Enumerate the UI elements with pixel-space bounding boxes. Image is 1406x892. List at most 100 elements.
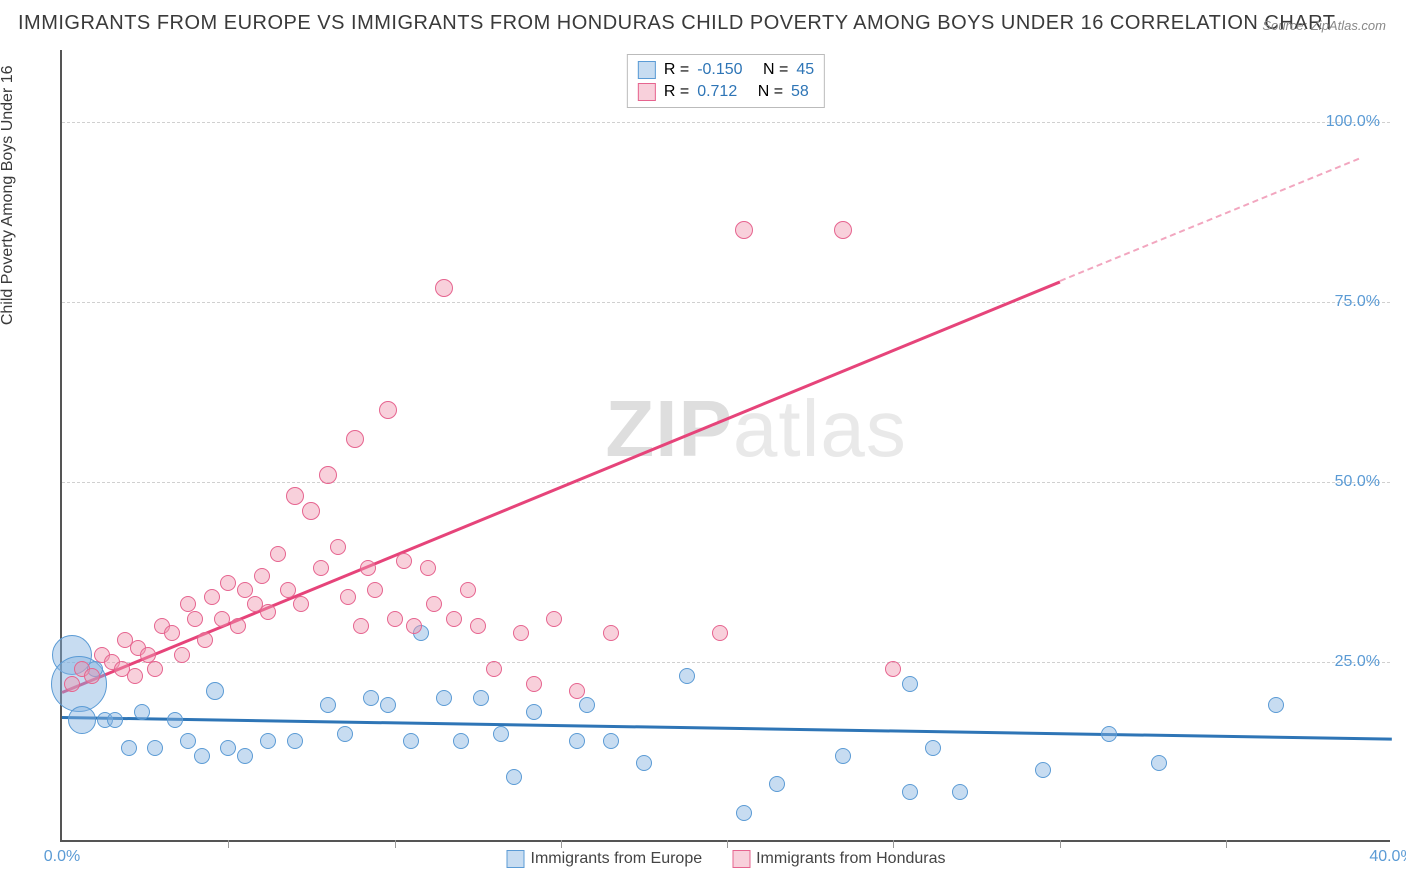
data-point xyxy=(636,755,652,771)
data-point xyxy=(902,676,918,692)
data-point xyxy=(260,733,276,749)
data-point xyxy=(270,546,286,562)
y-axis-label: Child Poverty Among Boys Under 16 xyxy=(0,65,17,325)
r-value-europe: -0.150 xyxy=(697,59,742,81)
data-point xyxy=(436,690,452,706)
r-value-honduras: 0.712 xyxy=(697,81,737,103)
data-point xyxy=(406,618,422,634)
data-point xyxy=(453,733,469,749)
data-point xyxy=(379,401,397,419)
data-point xyxy=(220,740,236,756)
r-label: R = xyxy=(664,81,689,103)
data-point xyxy=(164,625,180,641)
data-point xyxy=(460,582,476,598)
data-point xyxy=(121,740,137,756)
source-link[interactable]: ZipAtlas.com xyxy=(1311,18,1386,33)
data-point xyxy=(435,279,453,297)
data-point xyxy=(134,704,150,720)
x-tick-mark xyxy=(727,840,728,848)
x-tick-mark xyxy=(1226,840,1227,848)
data-point xyxy=(319,466,337,484)
data-point xyxy=(313,560,329,576)
data-point xyxy=(214,611,230,627)
swatch-honduras xyxy=(732,850,750,868)
data-point xyxy=(426,596,442,612)
x-tick-mark xyxy=(561,840,562,848)
series-legend: Immigrants from Europe Immigrants from H… xyxy=(507,850,946,868)
data-point xyxy=(513,625,529,641)
data-point xyxy=(679,668,695,684)
data-point xyxy=(403,733,419,749)
x-tick-mark xyxy=(228,840,229,848)
data-point xyxy=(493,726,509,742)
trend-line xyxy=(62,280,1060,693)
data-point xyxy=(569,733,585,749)
x-tick-mark xyxy=(395,840,396,848)
data-point xyxy=(579,697,595,713)
data-point xyxy=(353,618,369,634)
data-point xyxy=(346,430,364,448)
n-label: N = xyxy=(758,81,783,103)
data-point xyxy=(194,748,210,764)
data-point xyxy=(197,632,213,648)
data-point xyxy=(380,697,396,713)
data-point xyxy=(420,560,436,576)
watermark: ZIPatlas xyxy=(605,383,906,475)
data-point xyxy=(147,740,163,756)
data-point xyxy=(446,611,462,627)
data-point xyxy=(206,682,224,700)
swatch-europe xyxy=(507,850,525,868)
data-point xyxy=(68,706,96,734)
data-point xyxy=(147,661,163,677)
data-point xyxy=(127,668,143,684)
data-point xyxy=(230,618,246,634)
data-point xyxy=(486,661,502,677)
data-point xyxy=(237,748,253,764)
data-point xyxy=(286,487,304,505)
data-point xyxy=(287,733,303,749)
data-point xyxy=(569,683,585,699)
data-point xyxy=(360,560,376,576)
legend-item-honduras: Immigrants from Honduras xyxy=(732,850,945,868)
data-point xyxy=(1035,762,1051,778)
data-point xyxy=(769,776,785,792)
data-point xyxy=(363,690,379,706)
data-point xyxy=(834,221,852,239)
legend-label: Immigrants from Europe xyxy=(531,850,703,868)
data-point xyxy=(293,596,309,612)
data-point xyxy=(603,625,619,641)
data-point xyxy=(470,618,486,634)
data-point xyxy=(387,611,403,627)
data-point xyxy=(167,712,183,728)
data-point xyxy=(330,539,346,555)
data-point xyxy=(174,647,190,663)
scatter-plot-area: ZIPatlas R = -0.150 N = 45 R = 0.712 N =… xyxy=(60,50,1390,842)
data-point xyxy=(396,553,412,569)
data-point xyxy=(526,704,542,720)
r-label: R = xyxy=(664,59,689,81)
data-point xyxy=(260,604,276,620)
n-value-europe: 45 xyxy=(796,59,814,81)
data-point xyxy=(280,582,296,598)
data-point xyxy=(180,733,196,749)
y-tick-label: 50.0% xyxy=(1335,473,1380,491)
data-point xyxy=(712,625,728,641)
data-point xyxy=(64,676,80,692)
data-point xyxy=(220,575,236,591)
data-point xyxy=(835,748,851,764)
data-point xyxy=(736,805,752,821)
data-point xyxy=(367,582,383,598)
data-point xyxy=(1268,697,1284,713)
data-point xyxy=(340,589,356,605)
data-point xyxy=(1151,755,1167,771)
source-label: Source: xyxy=(1262,18,1307,33)
correlation-legend: R = -0.150 N = 45 R = 0.712 N = 58 xyxy=(627,54,825,108)
source-attribution: Source: ZipAtlas.com xyxy=(1262,18,1386,33)
y-tick-label: 25.0% xyxy=(1335,653,1380,671)
data-point xyxy=(337,726,353,742)
chart-title: IMMIGRANTS FROM EUROPE VS IMMIGRANTS FRO… xyxy=(18,12,1335,35)
gridline xyxy=(62,302,1390,303)
data-point xyxy=(1101,726,1117,742)
legend-row-europe: R = -0.150 N = 45 xyxy=(638,59,814,81)
swatch-honduras xyxy=(638,83,656,101)
